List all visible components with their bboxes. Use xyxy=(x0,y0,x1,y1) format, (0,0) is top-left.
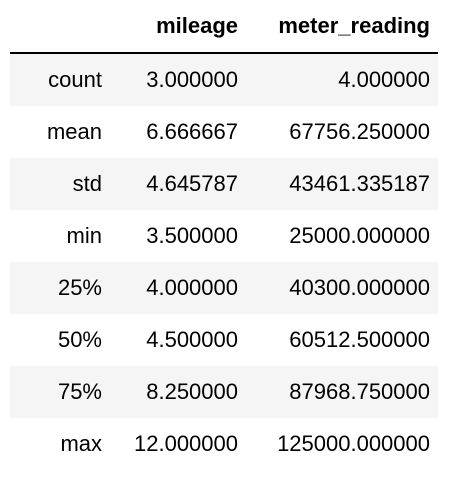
row-label: mean xyxy=(46,119,102,144)
describe-statistics-table: mileage meter_reading count 3.000000 4.0… xyxy=(10,0,438,470)
table-body: count 3.000000 4.000000 mean 6.666667 67… xyxy=(10,53,438,470)
cell-meter-reading: 25000.000000 xyxy=(289,223,430,248)
cell-meter-reading: 67756.250000 xyxy=(289,119,430,144)
cell-meter-reading: 60512.500000 xyxy=(289,327,430,352)
table-row-std: std 4.645787 43461.335187 xyxy=(10,158,438,210)
index-column-header xyxy=(10,0,110,53)
column-header-meter-reading: meter_reading xyxy=(278,13,430,38)
cell-mileage: 8.250000 xyxy=(146,379,238,404)
cell-mileage: 4.000000 xyxy=(146,275,238,300)
column-header-mileage: mileage xyxy=(156,13,238,38)
cell-meter-reading: 125000.000000 xyxy=(277,431,430,456)
row-label: 50% xyxy=(57,327,102,352)
cell-mileage: 4.500000 xyxy=(146,327,238,352)
cell-meter-reading: 40300.000000 xyxy=(289,275,430,300)
table-row-25-percent: 25% 4.000000 40300.000000 xyxy=(10,262,438,314)
cell-meter-reading: 87968.750000 xyxy=(289,379,430,404)
row-label: max xyxy=(60,431,102,456)
table-row-count: count 3.000000 4.000000 xyxy=(10,53,438,106)
row-label: 75% xyxy=(57,379,102,404)
table-row-max: max 12.000000 125000.000000 xyxy=(10,418,438,470)
cell-mileage: 12.000000 xyxy=(134,431,238,456)
cell-mileage: 3.500000 xyxy=(146,223,238,248)
table-row-mean: mean 6.666667 67756.250000 xyxy=(10,106,438,158)
table-header: mileage meter_reading xyxy=(10,0,438,53)
cell-mileage: 3.000000 xyxy=(146,67,238,92)
row-label: std xyxy=(72,171,102,196)
row-label: 25% xyxy=(57,275,102,300)
cell-meter-reading: 4.000000 xyxy=(338,67,430,92)
row-label: min xyxy=(66,223,102,248)
table-row-50-percent: 50% 4.500000 60512.500000 xyxy=(10,314,438,366)
header-row: mileage meter_reading xyxy=(10,0,438,53)
cell-mileage: 4.645787 xyxy=(146,171,238,196)
row-label: count xyxy=(48,67,102,92)
cell-mileage: 6.666667 xyxy=(146,119,238,144)
table-row-min: min 3.500000 25000.000000 xyxy=(10,210,438,262)
table-row-75-percent: 75% 8.250000 87968.750000 xyxy=(10,366,438,418)
cell-meter-reading: 43461.335187 xyxy=(289,171,430,196)
